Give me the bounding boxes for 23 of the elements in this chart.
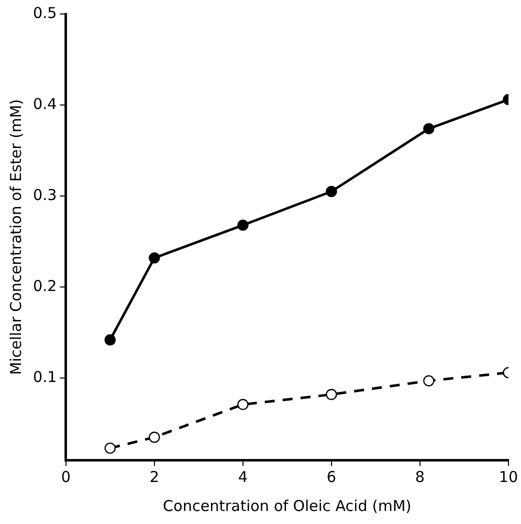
x-tick-label: 10 (498, 468, 518, 486)
y-tick-label: 0.5 (32, 4, 57, 22)
point (237, 220, 248, 231)
point (148, 432, 160, 443)
point (423, 375, 434, 386)
y-tick-label: 0.4 (32, 94, 57, 113)
point (423, 123, 434, 134)
x-tick-label: 2 (150, 468, 160, 486)
point (326, 388, 338, 400)
x-tick-label: 6 (326, 468, 336, 486)
x-tick-label: 8 (415, 468, 425, 486)
x-tick-label: 0 (61, 468, 71, 486)
point (104, 442, 116, 454)
y-tick-label: 0.2 (32, 276, 57, 295)
x-tick-label: 4 (238, 468, 248, 486)
point (237, 398, 248, 410)
point (326, 186, 338, 198)
point (104, 334, 116, 346)
x-axis-title: Concentration of Oleic Acid (mM) (162, 496, 412, 515)
y-axis-title: Micellar Concentration of Ester (mM) (6, 99, 25, 375)
point (148, 252, 160, 264)
y-tick-label: 0.3 (32, 186, 57, 204)
y-tick-label: 0.1 (32, 368, 57, 386)
